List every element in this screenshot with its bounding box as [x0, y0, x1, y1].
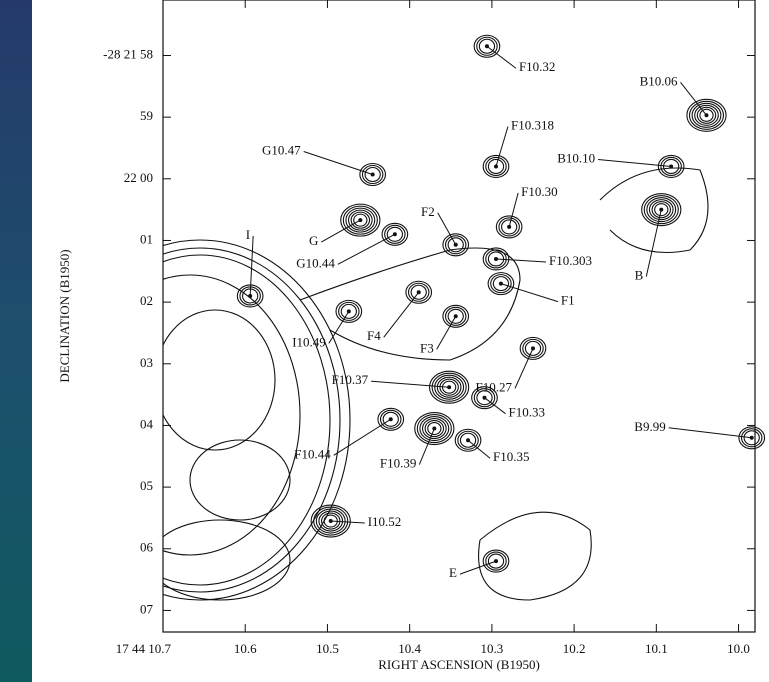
source-label: B10.06	[640, 73, 678, 88]
y-tick-label: 06	[140, 540, 154, 555]
source-label: F10.33	[508, 405, 544, 420]
leader-line	[501, 284, 558, 302]
plot-frame	[163, 0, 755, 632]
x-tick-label: 10.4	[398, 641, 421, 656]
source-label: B	[635, 268, 644, 283]
source-label: E	[449, 565, 457, 580]
leader-line	[437, 316, 456, 349]
source-label: F1	[561, 293, 575, 308]
x-tick-label: 10.6	[234, 641, 257, 656]
source-label: F10.303	[549, 253, 592, 268]
source-label: B9.99	[634, 419, 665, 434]
leader-line	[484, 398, 505, 414]
page: {"chart_data": {"type": "contour", "x_la…	[0, 0, 769, 682]
x-tick-label: 10.2	[563, 641, 586, 656]
leader-line	[515, 348, 533, 388]
chart: DECLINATION (B1950) RIGHT ASCENSION (B19…	[0, 0, 769, 682]
source-label: F10.44	[294, 446, 331, 461]
y-tick-label: 03	[140, 355, 153, 370]
source-label: F4	[367, 328, 381, 343]
leader-line	[304, 151, 373, 174]
source-label: I	[246, 227, 250, 242]
x-tick-label: 10.3	[481, 641, 504, 656]
y-axis-label: DECLINATION (B1950)	[57, 249, 72, 382]
source-label: F3	[420, 340, 434, 355]
leader-line	[338, 234, 395, 264]
leader-line	[487, 46, 516, 68]
y-tick-label: 22 00	[124, 170, 153, 185]
source-label: G10.47	[262, 142, 301, 157]
x-axis-label: RIGHT ASCENSION (B1950)	[378, 657, 540, 672]
y-tick-label: 04	[140, 416, 154, 431]
source-label: F10.39	[380, 456, 416, 471]
source-label: B10.10	[557, 150, 595, 165]
leader-line	[669, 428, 752, 438]
source-label: F10.32	[519, 59, 555, 74]
source-label: F2	[421, 204, 435, 219]
source-label: G10.44	[296, 255, 335, 270]
y-tick-label: 07	[140, 601, 154, 616]
source-label: F10.318	[511, 117, 554, 132]
x-tick-label: 10.1	[645, 641, 668, 656]
source-label: I10.52	[368, 514, 402, 529]
y-tick-label: 59	[140, 108, 153, 123]
x-tick-label: 10.5	[316, 641, 339, 656]
x-tick-label: 10.0	[727, 641, 750, 656]
leader-line	[460, 561, 496, 574]
leader-line	[334, 419, 391, 455]
y-tick-label: 05	[140, 478, 153, 493]
y-tick-label: -28 21 58	[103, 46, 153, 61]
source-label: I10.49	[292, 334, 326, 349]
x-tick-label: 17 44 10.7	[116, 641, 172, 656]
source-label: F10.30	[521, 184, 557, 199]
y-tick-label: 01	[140, 231, 153, 246]
source-label: F10.35	[493, 449, 529, 464]
source-label: G	[309, 233, 318, 248]
y-tick-label: 02	[140, 293, 153, 308]
leader-line	[384, 292, 419, 337]
source-label: F10.37	[332, 372, 369, 387]
